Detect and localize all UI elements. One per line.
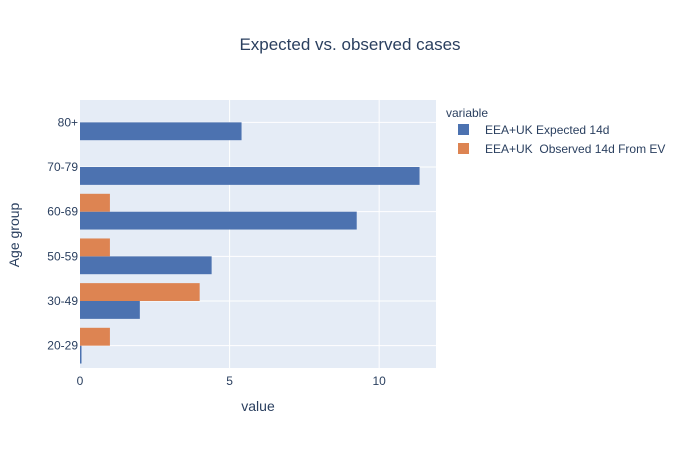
legend-label: EEA+UK Observed 14d From EV (485, 142, 665, 156)
y-tick-label: 30-49 (47, 294, 78, 308)
legend-swatch (458, 124, 469, 135)
y-tick-labels: 20-29 30-49 50-59 60-69 70-79 80+ (47, 115, 78, 352)
bar (80, 345, 82, 364)
x-tick-label: 5 (226, 374, 233, 388)
x-axis-title: value (241, 398, 275, 414)
x-tick-label: 10 (372, 374, 386, 388)
legend-title: variable (446, 106, 488, 120)
x-tick-labels: 0 5 10 (77, 374, 386, 388)
bar (80, 283, 200, 301)
legend-swatch (458, 143, 469, 154)
legend-label: EEA+UK Expected 14d (485, 123, 609, 137)
bar (80, 193, 110, 212)
bar (80, 327, 110, 346)
y-axis-title: Age group (6, 202, 22, 267)
y-tick-label: 80+ (58, 115, 78, 129)
y-tick-label: 20-29 (47, 339, 78, 353)
bar (80, 122, 242, 141)
bar (80, 238, 110, 257)
y-tick-label: 70-79 (47, 160, 78, 174)
bar (80, 301, 140, 319)
x-tick-label: 0 (77, 374, 84, 388)
chart-title: Expected vs. observed cases (239, 35, 460, 54)
bar (80, 167, 420, 185)
plot-area (80, 100, 436, 368)
bar (80, 256, 212, 275)
bars (80, 122, 420, 364)
bar (80, 211, 357, 230)
y-tick-label: 60-69 (47, 205, 78, 219)
legend: variable EEA+UK Expected 14d EEA+UK Obser… (446, 106, 665, 156)
y-tick-label: 50-59 (47, 249, 78, 263)
